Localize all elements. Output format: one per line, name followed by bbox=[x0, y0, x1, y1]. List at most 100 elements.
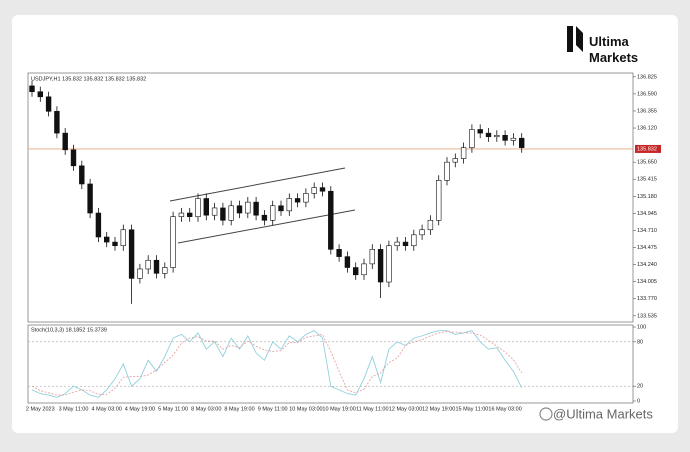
candle-body bbox=[120, 229, 127, 247]
watermark: @Ultima Markets bbox=[539, 406, 653, 421]
y-tick-label: 20 bbox=[637, 384, 643, 390]
current-price-label: 135.832 bbox=[637, 146, 657, 152]
y-tick-label: 135.415 bbox=[637, 177, 657, 183]
x-tick-label: 5 May 11:00 bbox=[158, 406, 188, 412]
x-tick-label: 3 May 11:00 bbox=[59, 406, 89, 412]
x-tick-label: 12 May 03:00 bbox=[389, 406, 422, 412]
y-tick-label: 133.535 bbox=[637, 313, 657, 319]
candle-body bbox=[460, 147, 467, 159]
candle-body bbox=[70, 149, 77, 167]
watermark-text: @Ultima Markets bbox=[553, 406, 653, 421]
candle-body bbox=[87, 183, 93, 214]
candle-body bbox=[128, 229, 135, 279]
y-tick-label: 133.770 bbox=[637, 296, 657, 302]
candle-body bbox=[278, 205, 284, 212]
candle-body bbox=[195, 198, 201, 217]
x-tick-label: 15 May 11:00 bbox=[455, 406, 488, 412]
candle-body bbox=[170, 216, 176, 268]
candle-body bbox=[444, 161, 450, 181]
y-tick-label: 136.825 bbox=[637, 74, 657, 80]
channel-line bbox=[169, 167, 346, 202]
watermark-icon bbox=[539, 407, 553, 421]
candle-body bbox=[352, 267, 359, 276]
y-tick-label: 80 bbox=[637, 339, 643, 345]
y-tick-label: 134.945 bbox=[637, 211, 657, 217]
candle-body bbox=[253, 201, 259, 216]
candle-body bbox=[153, 259, 160, 274]
candle-body bbox=[377, 249, 384, 283]
current-price-box bbox=[635, 144, 661, 153]
y-tick-label: 134.475 bbox=[637, 245, 657, 251]
candle-body bbox=[203, 198, 209, 216]
candle-body bbox=[402, 241, 409, 247]
candle-body bbox=[95, 212, 102, 238]
candle-body bbox=[137, 268, 143, 279]
stoch-line bbox=[31, 330, 523, 396]
logo-icon bbox=[567, 26, 583, 52]
x-tick-label: 8 May 19:00 bbox=[224, 406, 254, 412]
y-tick-label: 135.650 bbox=[637, 160, 657, 166]
y-tick-label: 136.120 bbox=[637, 125, 657, 131]
candle-body bbox=[361, 263, 367, 276]
candle-body bbox=[220, 207, 226, 221]
candle-body bbox=[518, 137, 525, 148]
x-tick-label: 10 May 03:00 bbox=[289, 406, 322, 412]
candle-body bbox=[211, 207, 218, 216]
x-tick-label: 16 May 03:00 bbox=[488, 406, 521, 412]
candle-body bbox=[228, 205, 234, 221]
candle-body bbox=[245, 201, 251, 214]
candle-body bbox=[411, 234, 417, 247]
candle-body bbox=[145, 259, 151, 270]
candle-body bbox=[469, 129, 475, 148]
candle-body bbox=[37, 91, 44, 98]
logo-text: Ultima bbox=[589, 34, 630, 49]
stoch-label: Stoch(10,3,3) 18.1852 15.3739 bbox=[31, 327, 107, 333]
card bbox=[12, 15, 678, 433]
x-tick-label: 4 May 19:00 bbox=[125, 406, 155, 412]
stoch-line bbox=[31, 330, 523, 398]
y-tick-label: 136.355 bbox=[637, 108, 657, 114]
y-tick-label: 134.005 bbox=[637, 279, 657, 285]
logo: Ultima Markets bbox=[567, 26, 638, 65]
y-tick-label: 136.590 bbox=[637, 91, 657, 97]
candle-body bbox=[485, 132, 492, 138]
x-tick-label: 12 May 19:00 bbox=[422, 406, 455, 412]
main-frame bbox=[27, 72, 634, 323]
channel-line bbox=[177, 209, 356, 244]
candle-body bbox=[162, 267, 168, 274]
candle-body bbox=[236, 205, 243, 214]
candle-body bbox=[79, 165, 85, 185]
candle-body bbox=[303, 193, 309, 203]
y-tick-label: 100 bbox=[637, 324, 646, 330]
candle-body bbox=[344, 256, 351, 268]
candle-body bbox=[286, 198, 292, 212]
candle-body bbox=[294, 198, 301, 203]
x-tick-label: 9 May 11:00 bbox=[258, 406, 288, 412]
candle-body bbox=[369, 249, 375, 265]
candle-body bbox=[494, 134, 500, 138]
candle-body bbox=[427, 219, 434, 231]
y-tick-label: 0 bbox=[637, 398, 640, 404]
candle-body bbox=[311, 187, 317, 194]
x-tick-label: 4 May 03:00 bbox=[92, 406, 122, 412]
symbol-label: USDJPY,H1 135.832 135.832 135.832 135.83… bbox=[31, 76, 146, 82]
candle-body bbox=[477, 129, 483, 134]
x-tick-label: 10 May 19:00 bbox=[322, 406, 355, 412]
candle-body bbox=[386, 245, 392, 283]
stoch-frame bbox=[27, 324, 634, 404]
candle-body bbox=[319, 187, 326, 192]
candle-body bbox=[435, 180, 442, 221]
candle-body bbox=[394, 241, 400, 247]
candle-body bbox=[452, 158, 458, 163]
y-tick-label: 134.240 bbox=[637, 262, 657, 268]
candle-body bbox=[45, 96, 52, 112]
candle-body bbox=[104, 236, 110, 243]
x-tick-label: 2 May 2023 bbox=[26, 406, 55, 412]
candle-body bbox=[62, 132, 68, 151]
candle-body bbox=[510, 137, 517, 141]
candle-body bbox=[419, 229, 425, 236]
y-tick-label: 134.710 bbox=[637, 228, 657, 234]
candle-body bbox=[54, 111, 60, 134]
x-tick-label: 11 May 11:00 bbox=[356, 406, 389, 412]
